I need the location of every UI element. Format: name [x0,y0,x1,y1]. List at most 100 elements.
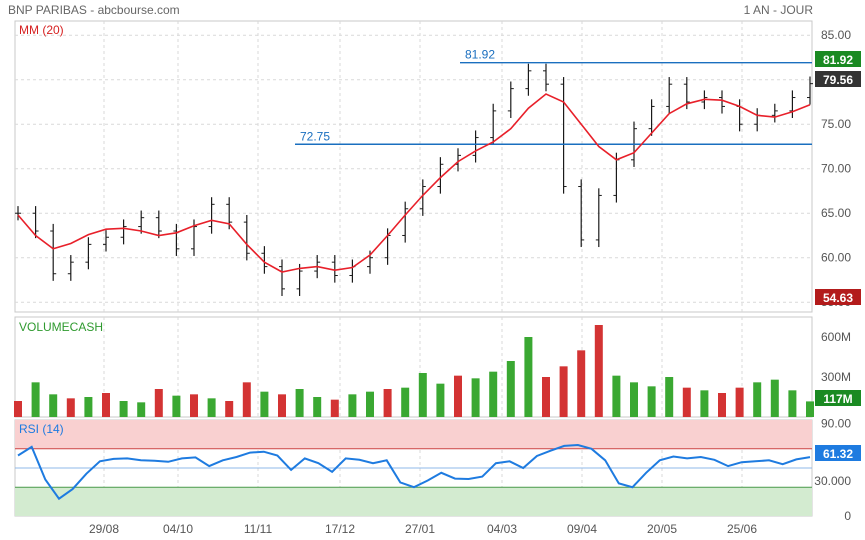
x-tick-label: 29/08 [89,522,119,536]
svg-text:61.32: 61.32 [823,447,853,461]
price-bar [296,263,303,296]
volume-bar [471,378,480,417]
volume-bar [700,390,709,417]
volume-bar [436,383,445,417]
price-tick-label: 65.00 [821,206,851,220]
volume-bar [119,401,128,417]
volume-bar [190,394,198,417]
rsi-tick-label: 90.00 [821,417,851,431]
volume-bar [242,382,251,417]
price-bar [754,108,761,132]
volume-bar [14,401,22,417]
rsi-badge: 61.32 [815,445,861,461]
volume-bar [260,391,269,417]
volume-badge: 117M [815,390,861,406]
volume-bar [348,394,357,417]
rsi-overbought-zone [15,420,812,449]
price-bar [15,206,21,221]
ma-legend: MM (20) [19,23,64,37]
x-tick-label: 11/11 [244,522,273,536]
x-tick-label: 04/10 [163,522,193,536]
price-bar [560,77,567,194]
price-bar [85,237,92,270]
price-bar [648,99,655,136]
price-bar [173,223,180,256]
volume-bar [207,398,216,417]
volume-bar [225,401,234,417]
volume-bar [278,394,286,417]
volume-bar [154,389,163,417]
volume-bars [14,325,814,417]
x-tick-label: 27/01 [405,522,435,536]
volume-bar [66,398,75,417]
volume-bar [102,393,110,417]
volume-bar [788,390,797,417]
price-bar [279,259,285,296]
volume-bar [506,361,515,417]
rsi-oversold-zone [15,487,812,516]
volume-bar [313,397,322,417]
volume-bar [366,391,374,417]
price-bar [771,103,778,123]
price-bar [331,255,338,283]
volume-bar [383,389,392,417]
volume-bar [172,395,181,417]
volume-bar [524,337,533,417]
value-badges: 81.92 79.56 54.63 117M 61.32 [815,51,861,461]
volume-bar [454,375,462,417]
volume-bar [489,371,498,417]
rsi-group [17,443,811,501]
price-bar [437,157,444,194]
volume-bar [718,393,726,417]
price-bar [67,255,74,281]
price-bar [719,90,725,114]
price-bar [138,210,145,234]
volume-panel [14,316,813,418]
price-bar [736,99,743,132]
volume-bar [84,397,93,417]
price-badge-max: 81.92 [815,51,861,67]
price-bar [789,90,796,118]
price-bars [15,63,813,296]
volume-legend: VOLUMECASH [19,320,103,334]
x-tick-label: 04/03 [487,522,517,536]
volume-bar [647,386,656,417]
volume-bar [559,366,568,417]
price-badge-min: 54.63 [815,289,861,305]
period-label: 1 AN - JOUR [744,3,814,17]
x-tick-label: 09/04 [567,522,597,536]
svg-text:54.63: 54.63 [823,291,853,305]
rsi-legend: RSI (14) [19,422,64,436]
price-bar [507,81,514,118]
price-bar [103,230,109,252]
price-tick-label: 60.00 [821,251,851,265]
ma-line [17,93,811,273]
x-tick-label: 25/06 [727,522,757,536]
svg-text:117M: 117M [823,392,852,406]
price-bar [807,76,813,105]
price-bar [543,63,549,92]
volume-bar [682,387,691,417]
volume-bar [630,382,638,417]
price-badge-last: 79.56 [815,71,861,87]
axis-labels: 85.0080.0075.0070.0065.0060.0055.00600M3… [89,28,851,536]
price-bar [243,215,250,261]
volume-bar [418,373,427,417]
price-bar [402,201,409,243]
price-bar [595,188,602,248]
price-bar [419,179,426,216]
volume-bar [753,382,762,417]
svg-text:81.92: 81.92 [823,53,853,67]
price-tick-label: 70.00 [821,162,851,176]
volume-bar [401,387,410,417]
chart-title: BNP PARIBAS - abcbourse.com [8,3,180,17]
rsi-tick-label: 30.000 [814,474,851,488]
price-panel [14,20,813,313]
price-tick-label: 75.00 [821,117,851,131]
volume-tick-label: 600M [821,330,851,344]
price-bar [472,130,479,163]
level-lines: 81.92 72.75 [295,48,812,145]
volume-bar [295,389,304,417]
level-label: 72.75 [300,129,330,143]
